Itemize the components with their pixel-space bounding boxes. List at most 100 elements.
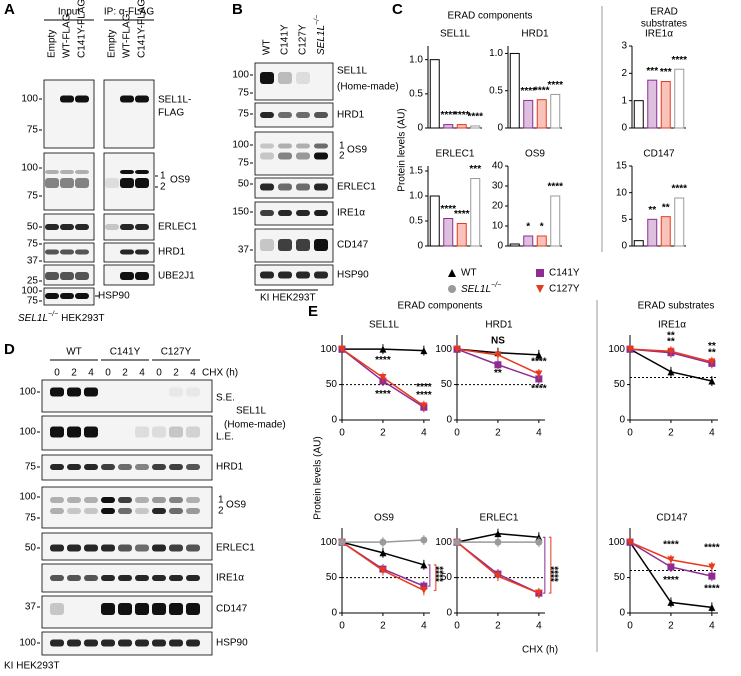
band: [186, 544, 200, 552]
band: [186, 426, 200, 438]
blot-frame: [254, 201, 334, 226]
marker: [535, 370, 543, 378]
band: [84, 464, 98, 470]
lane-label: WT-FLAG: [122, 13, 133, 58]
band: [75, 249, 89, 255]
band: [118, 603, 132, 615]
bar: [429, 59, 440, 129]
protein-label: (Home-made): [224, 420, 286, 431]
significance: *: [526, 222, 530, 233]
band: [120, 95, 134, 103]
bar: [633, 100, 644, 129]
band: [152, 464, 166, 470]
y-tick-label: 50: [441, 379, 453, 390]
band: [296, 271, 310, 279]
band: [118, 508, 132, 514]
band: [118, 639, 132, 647]
band: [260, 112, 274, 118]
bar: [523, 99, 534, 129]
superscript: −/−: [314, 15, 321, 25]
marker: [448, 285, 456, 293]
y-tick-label: 0: [331, 608, 337, 619]
bar: [674, 197, 685, 247]
band: [135, 426, 149, 438]
x-tick-label: 4: [536, 428, 542, 439]
band: [50, 497, 64, 503]
mw-marker: 75: [238, 88, 250, 99]
marker: [494, 351, 502, 359]
band: [50, 603, 64, 615]
band: [84, 575, 98, 581]
marker: [708, 377, 716, 385]
significance: ****: [454, 209, 470, 220]
band: [45, 272, 59, 280]
band: [60, 178, 74, 188]
band: [105, 178, 119, 188]
bar: [550, 93, 561, 129]
band: [135, 464, 149, 470]
band: [278, 152, 292, 160]
band: [60, 224, 74, 230]
y-axis-label: Protein levels (AU): [397, 108, 408, 191]
y-tick-label: 20: [492, 201, 504, 212]
band: [84, 387, 98, 397]
band: [67, 464, 81, 470]
mw-marker: 50: [238, 179, 250, 190]
mw-marker: 75: [27, 296, 39, 307]
y-axis-label: Protein levels (AU): [313, 436, 324, 519]
band: [278, 239, 292, 251]
band: [152, 639, 166, 647]
band: [50, 508, 64, 514]
significance: ****: [663, 540, 679, 551]
y-tick-label: 2: [621, 68, 627, 79]
y-tick-label: 0: [331, 415, 337, 426]
marker: [494, 572, 502, 580]
band: [120, 224, 134, 230]
y-tick-label: 0: [417, 123, 423, 134]
significance: **: [494, 368, 502, 379]
band: [186, 497, 200, 503]
band: [314, 239, 328, 251]
mw-marker: 100: [19, 492, 36, 503]
band: [67, 497, 81, 503]
y-tick-label: 40: [492, 161, 504, 172]
gene-name: SEL1L: [461, 284, 491, 295]
band: [296, 72, 310, 84]
significance: ****: [549, 566, 560, 582]
significance: ***: [646, 66, 658, 77]
marker: [535, 351, 543, 359]
band: [50, 544, 64, 552]
gene-label: SEL1L−/−: [314, 15, 327, 55]
band: [169, 426, 183, 438]
bracket: [548, 536, 552, 594]
band: [75, 178, 89, 188]
bar: [509, 243, 520, 247]
group-label: WT: [66, 347, 82, 358]
y-tick-label: 0: [619, 415, 625, 426]
band: [260, 72, 274, 84]
band: [50, 639, 64, 647]
significance: **: [708, 347, 716, 358]
y-tick-label: 50: [614, 379, 626, 390]
marker: [420, 536, 428, 544]
timepoint: 0: [54, 368, 60, 379]
band: [296, 239, 310, 251]
bar: [633, 240, 644, 247]
bar: [443, 124, 454, 129]
band: [296, 183, 310, 191]
group-label: C127Y: [161, 347, 192, 358]
y-tick-label: 0: [446, 415, 452, 426]
panel-letter: A: [4, 1, 15, 18]
chart-title: SEL1L: [369, 320, 399, 331]
legend-label: C127Y: [549, 284, 580, 295]
marker: [708, 563, 716, 571]
band: [186, 575, 200, 581]
band: [296, 210, 310, 216]
significance: ****: [375, 355, 391, 366]
isoform: 2: [218, 506, 224, 517]
band: [135, 95, 149, 103]
y-tick-label: 15: [616, 161, 628, 172]
y-tick-label: 1.0: [489, 48, 503, 59]
x-tick-label: 2: [495, 428, 501, 439]
band: [50, 464, 64, 470]
